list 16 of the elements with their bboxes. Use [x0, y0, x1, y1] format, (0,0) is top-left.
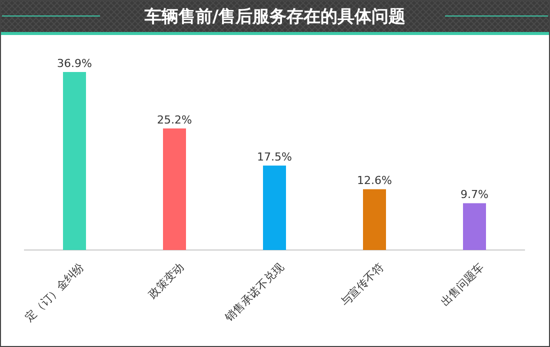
bar [163, 128, 186, 250]
x-tick-label: 出售问题车 [438, 260, 486, 309]
x-tick-label: 政策变动 [146, 260, 186, 301]
bar [363, 189, 386, 250]
x-tick-label: 定（订）金纠纷 [22, 260, 86, 324]
data-label: 12.6% [357, 174, 392, 188]
x-tick-label: 销售承诺不兑现 [222, 260, 286, 325]
data-label: 25.2% [157, 113, 192, 126]
x-tick-label: 与宣传不符 [338, 260, 386, 309]
data-label: 17.5% [257, 150, 292, 164]
bar [263, 166, 286, 250]
data-label: 9.7% [460, 188, 488, 202]
chart-title: 车辆售前/售后服务存在的具体问题 [143, 7, 406, 27]
data-label: 36.9% [57, 57, 92, 70]
bar [63, 72, 86, 250]
bar [463, 203, 486, 250]
